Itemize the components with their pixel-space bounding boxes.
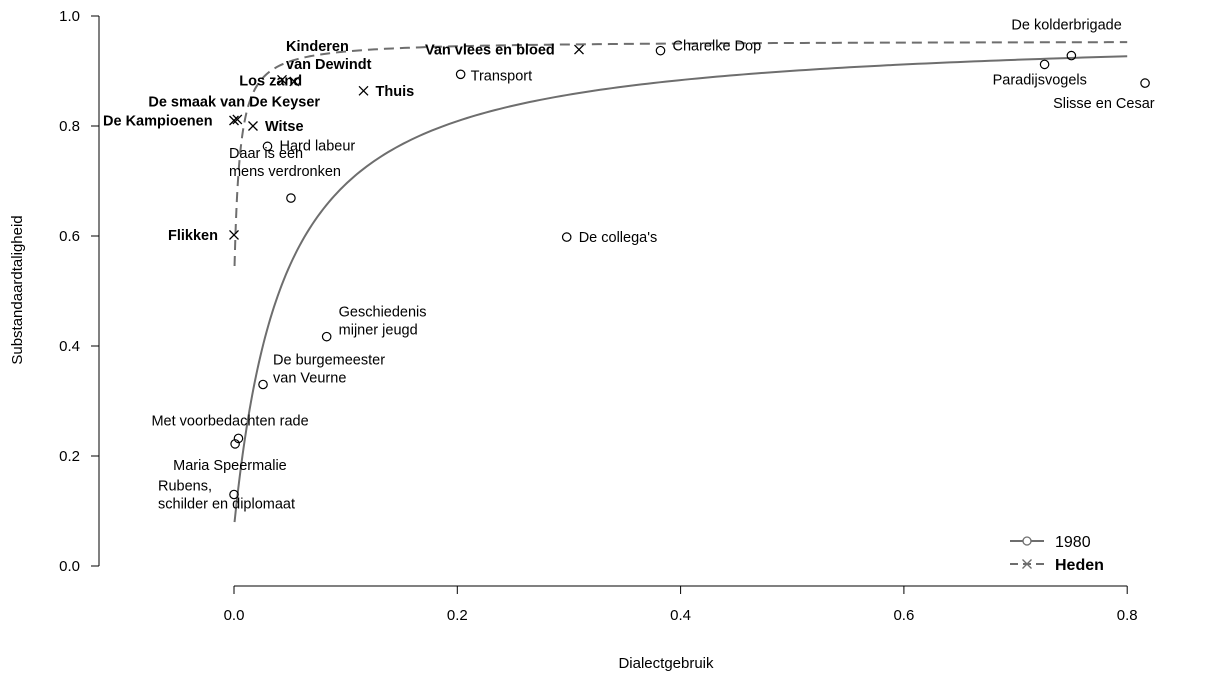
- point-label: De smaak van De Keyser: [148, 94, 320, 110]
- legend-item: Heden: [1010, 557, 1104, 574]
- point-label: Met voorbedachten rade: [151, 413, 308, 429]
- point-label: Kinderen van Dewindt: [286, 39, 372, 73]
- point-label: Paradijsvogels: [993, 72, 1087, 88]
- y-tick-label: 0.2: [59, 448, 80, 465]
- y-axis-label: Substandaardtaligheid: [9, 215, 26, 364]
- data-points: [229, 44, 1150, 500]
- point-1980: [1066, 50, 1077, 61]
- point-1980: [655, 45, 666, 56]
- point-label: De burgemeester van Veurne: [273, 353, 385, 387]
- point-1980: [455, 69, 466, 80]
- point-label: De kolderbrigade: [1011, 18, 1121, 34]
- fit-curve-heden: [233, 41, 1128, 267]
- y-tick-label: 0.8: [59, 118, 80, 135]
- point-label: Hard labeur: [279, 138, 355, 154]
- point-label: Witse: [265, 119, 304, 135]
- x-tick-label: 0.8: [1117, 607, 1138, 624]
- fit-curve-1980: [233, 55, 1128, 523]
- legend: 1980 Heden: [1010, 534, 1104, 574]
- point-1980: [286, 193, 296, 203]
- legend-label: 1980: [1055, 534, 1091, 551]
- point-label: Los zand: [239, 73, 302, 89]
- point-1980: [1140, 78, 1150, 88]
- point-label: Transport: [471, 68, 533, 84]
- x-axis-label: Dialectgebruik: [618, 655, 714, 672]
- legend-label: Heden: [1055, 557, 1104, 574]
- legend-marker: [1022, 559, 1032, 569]
- point-1980: [258, 379, 268, 390]
- point-label: Charelke Dop: [673, 39, 762, 55]
- point-1980: [1039, 59, 1050, 70]
- point-label: Slisse en Cesar: [1053, 96, 1155, 112]
- point-label: Rubens, schilder en diplomaat: [158, 479, 295, 513]
- x-tick-label: 0.4: [670, 607, 691, 624]
- point-1980: [262, 141, 273, 152]
- point-label: Van vlees en bloed: [425, 43, 555, 59]
- point-heden: [277, 74, 287, 85]
- point-1980: [230, 439, 240, 449]
- point-label: De collega's: [579, 230, 658, 246]
- axes: 0.0 0.2 0.4 0.6 0.8 1.0 0.0 0.2 0.4 0.6 0.8: [59, 8, 1137, 624]
- point-label: Daar is een mens verdronken: [229, 146, 341, 180]
- x-tick-label: 0.2: [447, 607, 468, 624]
- point-1980: [233, 433, 244, 444]
- point-1980: [229, 489, 239, 500]
- point-heden: [232, 114, 243, 125]
- point-heden: [229, 115, 239, 126]
- x-tick-label: 0.0: [224, 607, 245, 624]
- y-tick-label: 1.0: [59, 8, 80, 25]
- point-heden: [229, 229, 239, 240]
- point-label: De Kampioenen: [103, 114, 213, 130]
- y-tick-label: 0.6: [59, 228, 80, 245]
- point-heden: [248, 121, 258, 131]
- point-label: Flikken: [168, 228, 218, 244]
- point-heden: [289, 76, 300, 87]
- y-tick-label: 0.0: [59, 558, 80, 575]
- point-label: Geschiedenis mijner jeugd: [339, 305, 427, 339]
- point-1980: [321, 331, 332, 342]
- point-label: Maria Speermalie: [173, 458, 287, 474]
- legend-marker: [1022, 536, 1032, 546]
- point-1980: [561, 232, 572, 242]
- legend-item: 1980: [1010, 534, 1091, 551]
- point-heden: [574, 44, 584, 55]
- x-tick-label: 0.6: [893, 607, 914, 624]
- fit-curves: [233, 41, 1128, 523]
- point-heden: [358, 85, 369, 96]
- y-tick-label: 0.4: [59, 338, 80, 355]
- point-label: Thuis: [376, 84, 415, 100]
